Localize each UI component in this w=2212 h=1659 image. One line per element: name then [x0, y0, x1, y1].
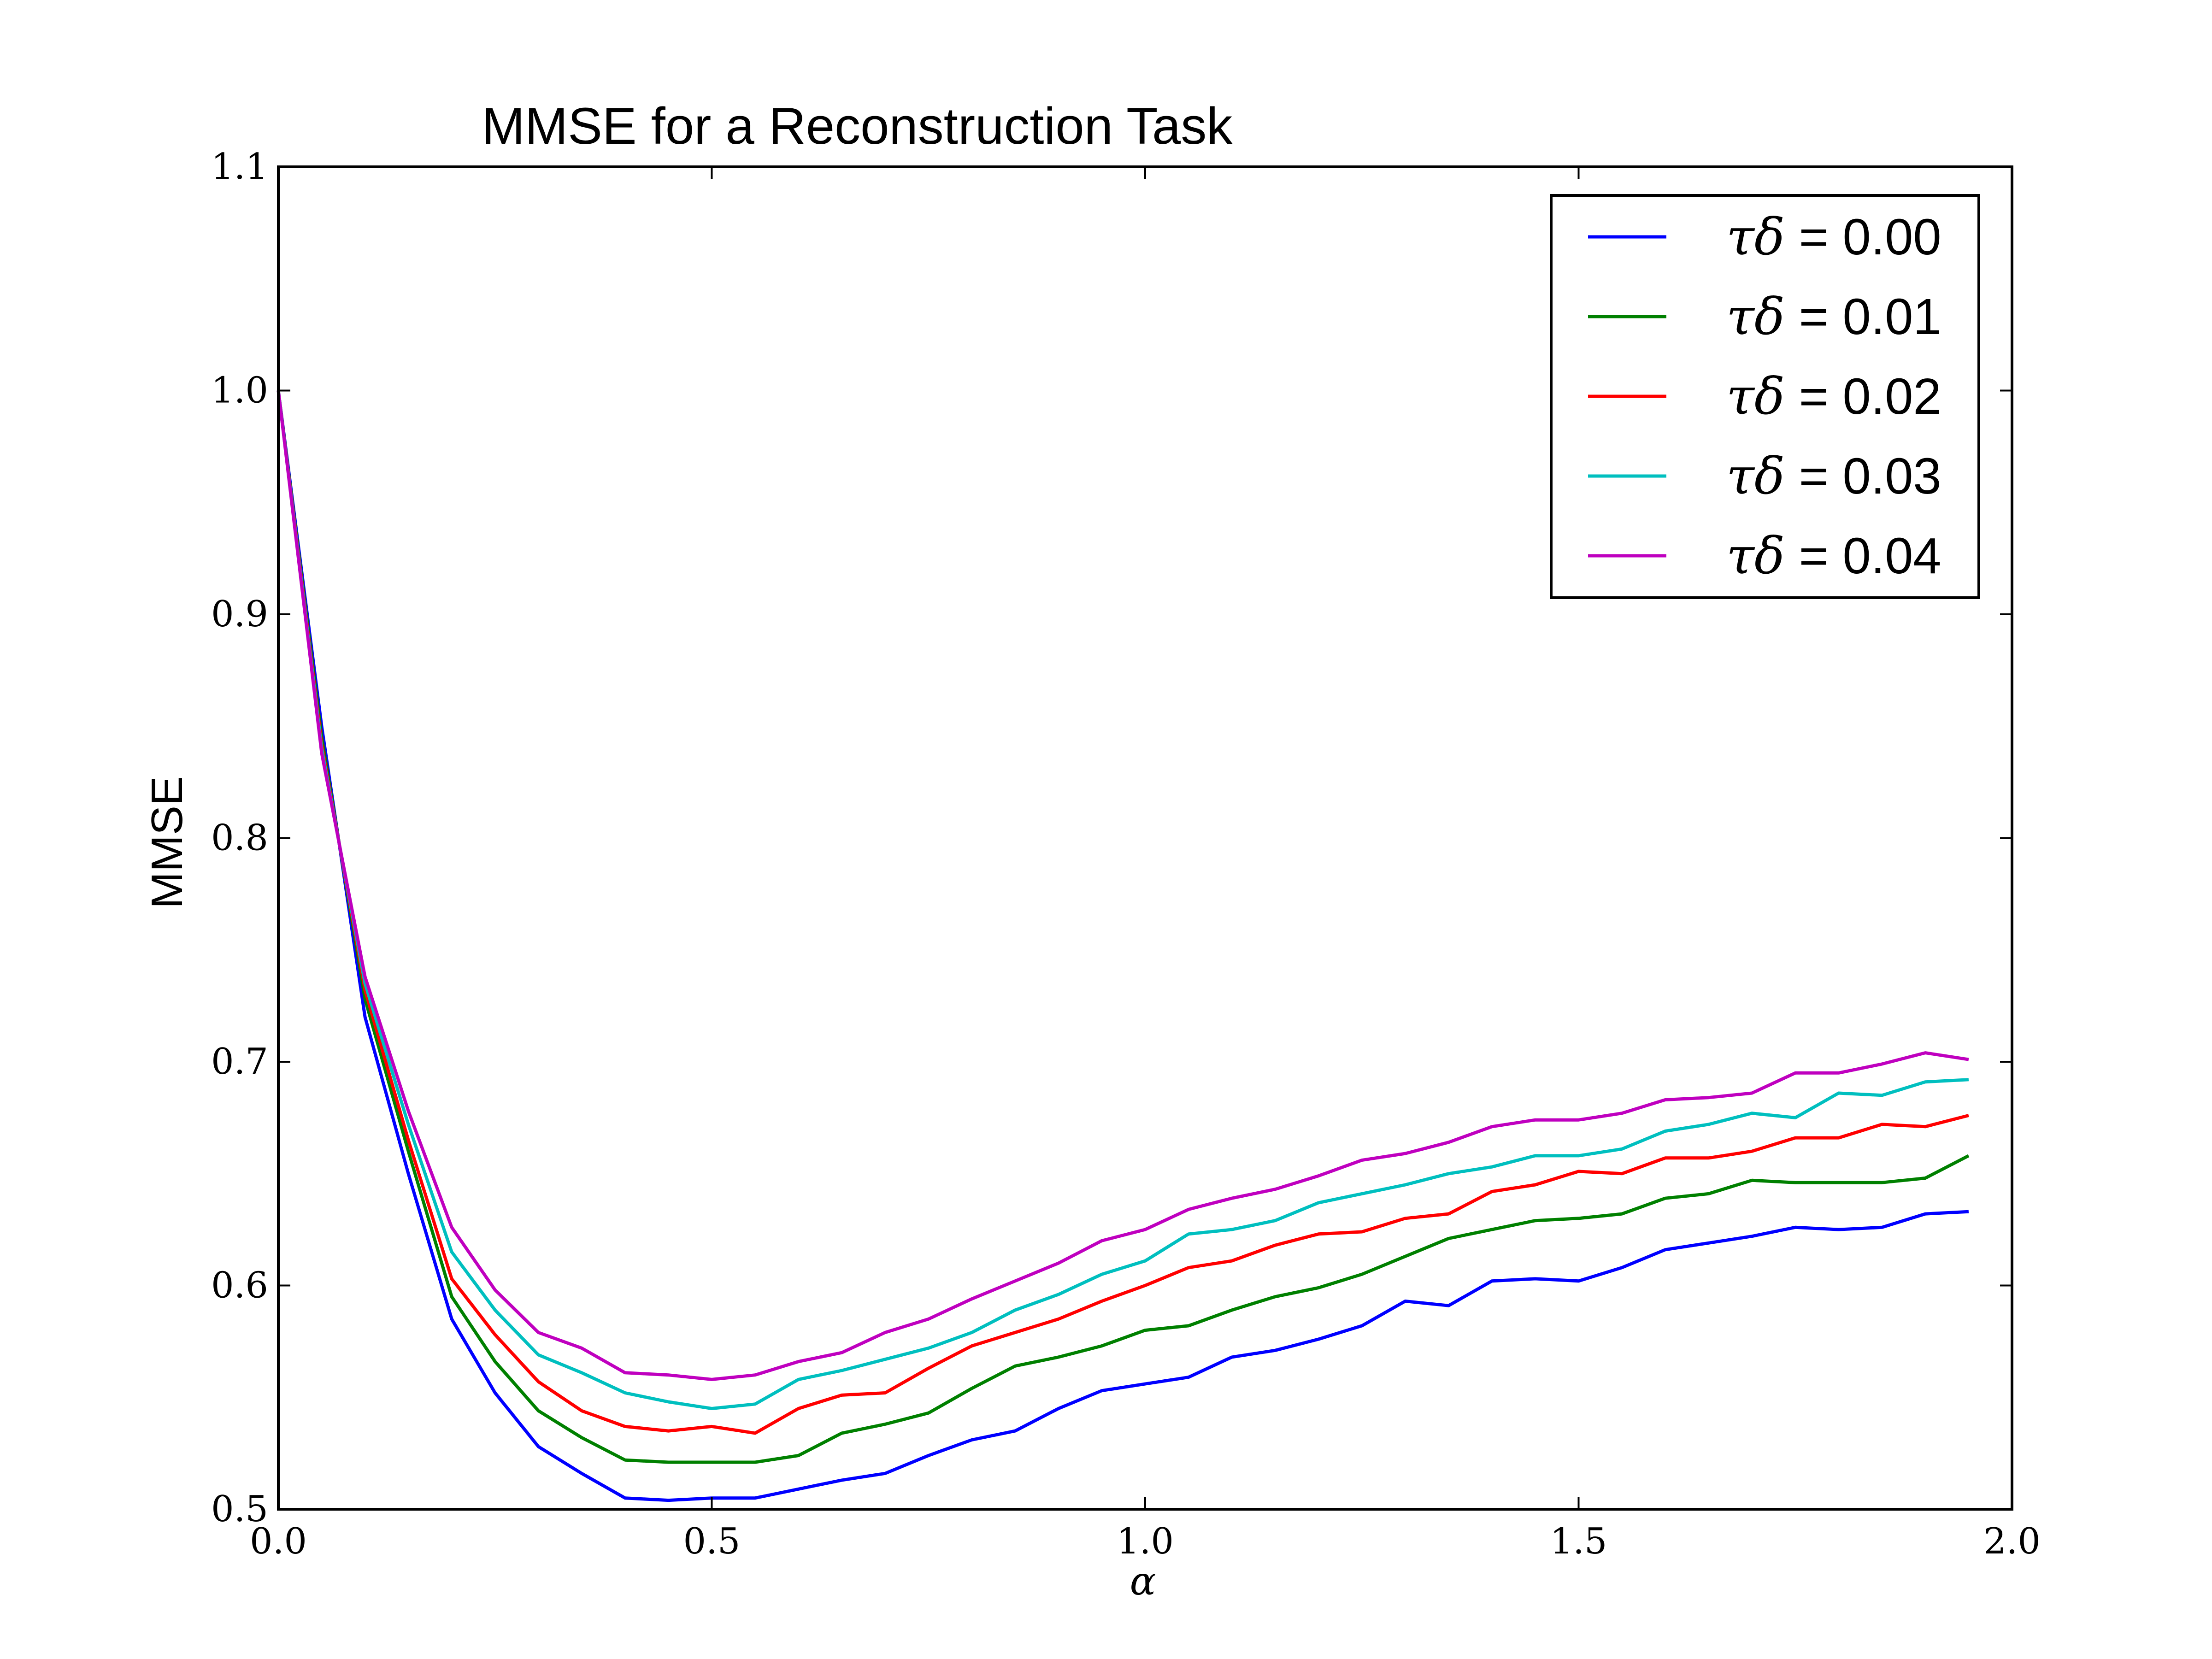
legend-symbol: τδ — [1726, 287, 1785, 346]
y-tick-label: 0.7 — [211, 1041, 268, 1082]
x-tick-label: 0.0 — [250, 1521, 307, 1562]
legend-value: = 0.03 — [1785, 448, 1941, 505]
axes: 0.0 0.5 1.0 1.5 2.00.50.60.70.80.91.01.1 — [211, 146, 2041, 1562]
x-tick-label: 1.5 — [1550, 1521, 1607, 1562]
legend-symbol: τδ — [1726, 207, 1785, 266]
y-axis-label: MMSE — [142, 776, 192, 909]
y-tick-label: 1.0 — [211, 370, 268, 412]
series-line-0 — [276, 390, 1969, 1502]
series-line-3 — [276, 390, 1969, 1410]
legend-value: = 0.01 — [1785, 288, 1941, 345]
y-tick-label: 0.8 — [211, 818, 268, 859]
x-axis-label: α — [1130, 1559, 1156, 1604]
legend-symbol: τδ — [1726, 526, 1785, 585]
x-tick-label: 2.0 — [1983, 1521, 2041, 1562]
legend-symbol: τδ — [1726, 447, 1785, 506]
legend-entry-4: τδ = 0.04 — [1726, 526, 1941, 585]
series-line-1 — [276, 390, 1970, 1464]
series-line-2 — [276, 390, 1969, 1435]
legend-value: = 0.04 — [1785, 528, 1941, 584]
legend-entry-1: τδ = 0.01 — [1726, 287, 1941, 346]
plot-lines — [276, 390, 1970, 1502]
chart-title: MMSE for a Reconstruction Task — [482, 97, 1233, 155]
legend-entry-3: τδ = 0.03 — [1726, 447, 1941, 506]
legend-entry-2: τδ = 0.02 — [1726, 367, 1941, 426]
y-tick-label: 0.9 — [211, 594, 268, 635]
legend-symbol: τδ — [1726, 367, 1785, 426]
series-line-4 — [276, 390, 1969, 1381]
x-tick-label: 1.0 — [1117, 1521, 1174, 1562]
y-tick-label: 0.6 — [211, 1265, 268, 1306]
legend-entry-0: τδ = 0.00 — [1726, 207, 1941, 266]
y-tick-label: 1.1 — [211, 146, 268, 188]
legend-value: = 0.02 — [1785, 368, 1941, 425]
y-tick-label: 0.5 — [211, 1488, 268, 1530]
legend-value: = 0.00 — [1785, 209, 1941, 265]
x-tick-label: 0.5 — [683, 1521, 740, 1562]
